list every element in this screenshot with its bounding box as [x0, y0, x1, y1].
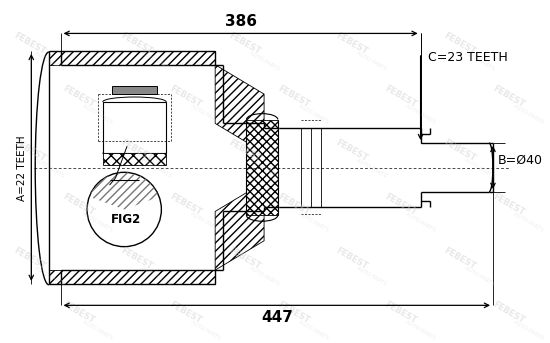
Text: AUTO PARTS: AUTO PARTS [512, 104, 544, 125]
Text: FEBEST: FEBEST [442, 138, 477, 164]
Text: FEBEST: FEBEST [119, 31, 155, 56]
Text: AUTO PARTS: AUTO PARTS [82, 319, 114, 340]
Text: FEBEST: FEBEST [383, 84, 419, 110]
Text: FEBEST: FEBEST [334, 246, 370, 271]
Text: AUTO PARTS: AUTO PARTS [33, 265, 65, 287]
Text: AUTO PARTS: AUTO PARTS [248, 265, 280, 287]
Text: AUTO PARTS: AUTO PARTS [356, 50, 388, 71]
Text: AUTO PARTS: AUTO PARTS [512, 319, 544, 340]
Text: AUTO PARTS: AUTO PARTS [464, 158, 495, 179]
Text: FEBEST: FEBEST [383, 299, 419, 325]
Text: FEBEST: FEBEST [119, 246, 155, 271]
Text: FEBEST: FEBEST [61, 84, 96, 110]
Text: FEBEST: FEBEST [276, 192, 311, 217]
Polygon shape [215, 65, 264, 153]
Text: FEBEST: FEBEST [61, 192, 96, 217]
Text: FIG2: FIG2 [111, 213, 141, 226]
Text: FEBEST: FEBEST [442, 31, 477, 56]
Text: FEBEST: FEBEST [12, 246, 47, 271]
Text: FEBEST: FEBEST [119, 138, 155, 164]
Bar [49, 51, 215, 65]
Text: AUTO PARTS: AUTO PARTS [141, 265, 172, 287]
Text: A=22 TEETH: A=22 TEETH [16, 135, 26, 201]
Text: AUTO PARTS: AUTO PARTS [405, 319, 437, 340]
Text: FEBEST: FEBEST [276, 299, 311, 325]
Text: AUTO PARTS: AUTO PARTS [141, 50, 172, 71]
Text: AUTO PARTS: AUTO PARTS [297, 104, 329, 125]
Text: AUTO PARTS: AUTO PARTS [356, 265, 388, 287]
Text: FEBEST: FEBEST [168, 192, 204, 217]
Text: AUTO PARTS: AUTO PARTS [464, 50, 495, 71]
Text: FEBEST: FEBEST [227, 31, 262, 56]
Text: FEBEST: FEBEST [491, 84, 526, 110]
Text: FEBEST: FEBEST [334, 138, 370, 164]
Text: FEBEST: FEBEST [168, 299, 204, 325]
Text: AUTO PARTS: AUTO PARTS [33, 50, 65, 71]
Text: 447: 447 [261, 310, 293, 325]
Bar [103, 102, 166, 153]
Text: AUTO PARTS: AUTO PARTS [190, 319, 221, 340]
Text: FEBEST: FEBEST [442, 246, 477, 271]
Text: FEBEST: FEBEST [276, 84, 311, 110]
Text: FEBEST: FEBEST [491, 192, 526, 217]
Text: FEBEST: FEBEST [227, 246, 262, 271]
Text: 386: 386 [224, 13, 257, 28]
Text: AUTO PARTS: AUTO PARTS [356, 158, 388, 179]
Text: AUTO PARTS: AUTO PARTS [512, 212, 544, 233]
Text: AUTO PARTS: AUTO PARTS [297, 319, 329, 340]
Text: AUTO PARTS: AUTO PARTS [82, 104, 114, 125]
Text: FEBEST: FEBEST [227, 138, 262, 164]
Text: FEBEST: FEBEST [168, 84, 204, 110]
Bar [113, 86, 157, 94]
Bar [49, 270, 215, 284]
Circle shape [87, 172, 161, 247]
Text: FEBEST: FEBEST [61, 299, 96, 325]
Text: AUTO PARTS: AUTO PARTS [405, 212, 437, 233]
Text: AUTO PARTS: AUTO PARTS [248, 158, 280, 179]
Text: FEBEST: FEBEST [12, 31, 47, 56]
Text: AUTO PARTS: AUTO PARTS [464, 265, 495, 287]
Text: FEBEST: FEBEST [12, 138, 47, 164]
Text: AUTO PARTS: AUTO PARTS [405, 104, 437, 125]
Bar [246, 119, 278, 215]
Text: AUTO PARTS: AUTO PARTS [33, 158, 65, 179]
Text: AUTO PARTS: AUTO PARTS [141, 158, 172, 179]
Polygon shape [215, 182, 264, 270]
Text: AUTO PARTS: AUTO PARTS [248, 50, 280, 71]
Text: FEBEST: FEBEST [334, 31, 370, 56]
Text: FEBEST: FEBEST [491, 299, 526, 325]
Text: AUTO PARTS: AUTO PARTS [82, 212, 114, 233]
Text: AUTO PARTS: AUTO PARTS [190, 104, 221, 125]
Bar [103, 153, 166, 165]
Text: AUTO PARTS: AUTO PARTS [297, 212, 329, 233]
Text: B=Ø40: B=Ø40 [498, 154, 543, 167]
Text: C=23 TEETH: C=23 TEETH [428, 51, 508, 64]
Text: FEBEST: FEBEST [383, 192, 419, 217]
Text: AUTO PARTS: AUTO PARTS [190, 212, 221, 233]
